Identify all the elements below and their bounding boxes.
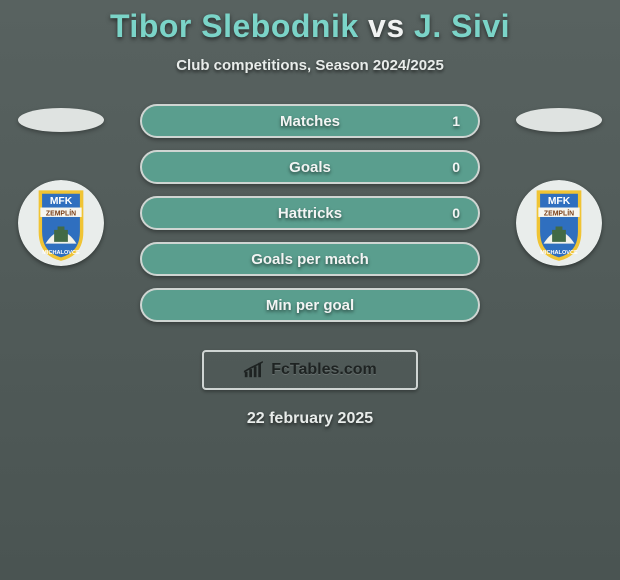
stat-value-player2: 0 — [452, 159, 478, 175]
title-player1: Tibor Slebodnik — [110, 8, 359, 44]
title-player2: J. Sivi — [414, 8, 510, 44]
club-name-top: MFK — [50, 196, 73, 207]
club-ribbon-text: ZEMPLÍN — [544, 208, 574, 217]
stat-label: Goals per match — [251, 251, 369, 268]
stat-value-player2: 0 — [452, 205, 478, 221]
club-name-top: MFK — [548, 196, 571, 207]
stat-value-player2: 1 — [452, 113, 478, 129]
page-title: Tibor Slebodnik vs J. Sivi — [0, 0, 620, 45]
stat-bar-hattricks: Hattricks 0 — [140, 196, 480, 230]
player1-marker-ellipse — [18, 108, 104, 132]
player2-club-badge: MFK ZEMPLÍN MICHALOVCE — [516, 180, 602, 266]
stat-bar-matches: Matches 1 — [140, 104, 480, 138]
stat-bar-goals: Goals 0 — [140, 150, 480, 184]
comparison-arena: MFK ZEMPLÍN MICHALOVCE MFK ZEMPLÍN MICHA… — [0, 104, 620, 334]
stat-bar-goals-per-match: Goals per match — [140, 242, 480, 276]
club-name-bottom: MICHALOVCE — [42, 250, 80, 256]
attribution-box: FcTables.com — [202, 350, 418, 390]
stat-label: Matches — [280, 113, 340, 130]
chart-growth-icon — [243, 361, 265, 379]
attribution-text: FcTables.com — [271, 361, 377, 379]
stat-bar-min-per-goal: Min per goal — [140, 288, 480, 322]
stat-label: Hattricks — [278, 205, 342, 222]
stat-label: Goals — [289, 159, 331, 176]
title-vs: vs — [368, 8, 405, 44]
club-ribbon-text: ZEMPLÍN — [46, 208, 76, 217]
player2-marker-ellipse — [516, 108, 602, 132]
subtitle: Club competitions, Season 2024/2025 — [0, 57, 620, 74]
club-badge-svg: MFK ZEMPLÍN MICHALOVCE — [516, 180, 602, 266]
club-badge-svg: MFK ZEMPLÍN MICHALOVCE — [18, 180, 104, 266]
stat-bars: Matches 1 Goals 0 Hattricks 0 Goals per … — [140, 104, 480, 334]
stat-label: Min per goal — [266, 297, 354, 314]
generated-date: 22 february 2025 — [0, 410, 620, 428]
player1-club-badge: MFK ZEMPLÍN MICHALOVCE — [18, 180, 104, 266]
club-name-bottom: MICHALOVCE — [540, 250, 578, 256]
